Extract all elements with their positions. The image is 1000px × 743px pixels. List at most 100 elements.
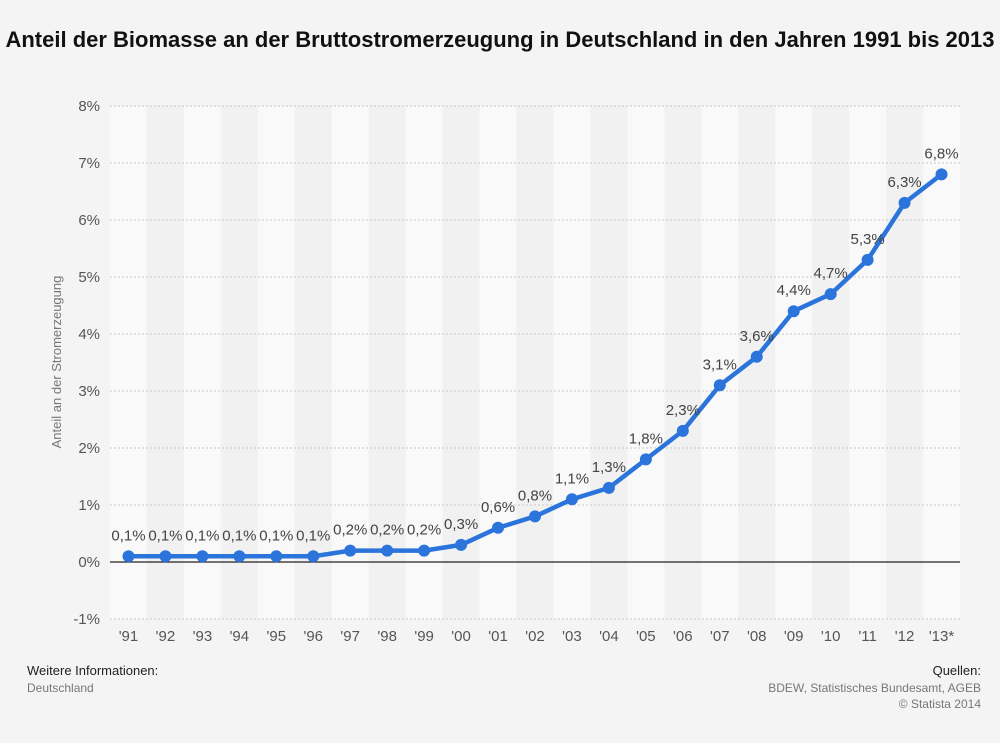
data-point[interactable] (492, 521, 505, 534)
background-band (590, 106, 628, 619)
x-tick-label: '95 (267, 628, 287, 645)
background-band (405, 106, 443, 619)
x-tick-label: '94 (230, 628, 250, 645)
data-point[interactable] (602, 481, 615, 494)
data-label: 0,2% (370, 522, 404, 539)
data-point[interactable] (344, 544, 357, 557)
data-point[interactable] (898, 196, 911, 209)
data-label: 6,3% (887, 174, 921, 191)
y-tick-label: 4% (78, 326, 100, 343)
background-band (257, 106, 295, 619)
sources-text: BDEW, Statistisches Bundesamt, AGEB (768, 681, 981, 695)
data-label: 2,3% (666, 402, 700, 419)
y-tick-label: 3% (78, 383, 100, 400)
data-point[interactable] (122, 550, 135, 563)
background-band (220, 106, 258, 619)
x-tick-label: '00 (451, 628, 471, 645)
data-point[interactable] (233, 550, 246, 563)
data-label: 0,1% (111, 527, 145, 544)
x-tick-label: '97 (340, 628, 360, 645)
x-tick-label: '12 (895, 628, 915, 645)
data-point[interactable] (824, 288, 837, 301)
data-point[interactable] (713, 379, 726, 392)
y-tick-label: 5% (78, 269, 100, 286)
x-tick-label: '05 (636, 628, 656, 645)
x-tick-label: '99 (414, 628, 434, 645)
data-label: 1,1% (555, 470, 589, 487)
data-point[interactable] (935, 168, 948, 181)
data-label: 4,4% (777, 282, 811, 299)
background-band (849, 106, 887, 619)
more-info-heading[interactable]: Weitere Informationen: (27, 663, 159, 678)
background-band (479, 106, 517, 619)
data-point[interactable] (159, 550, 172, 563)
data-point[interactable] (639, 453, 652, 466)
data-point[interactable] (750, 350, 763, 363)
data-label: 1,8% (629, 430, 663, 447)
y-tick-label: 1% (78, 497, 100, 514)
x-tick-label: '93 (193, 628, 213, 645)
data-point[interactable] (787, 305, 800, 318)
background-bands (110, 106, 960, 619)
data-point[interactable] (307, 550, 320, 563)
data-label: 4,7% (814, 265, 848, 282)
background-band (775, 106, 813, 619)
x-tick-label: '10 (821, 628, 841, 645)
y-tick-label: 8% (78, 98, 100, 115)
background-band (923, 106, 960, 619)
data-label: 0,1% (148, 527, 182, 544)
x-tick-label: '04 (599, 628, 619, 645)
data-label: 3,6% (740, 328, 774, 345)
y-tick-label: -1% (73, 611, 100, 628)
sources-heading[interactable]: Quellen: (932, 663, 981, 678)
y-tick-label: 6% (78, 212, 100, 229)
x-tick-label: '96 (303, 628, 323, 645)
data-label: 0,1% (222, 527, 256, 544)
data-point[interactable] (455, 538, 468, 551)
x-tick-label: '08 (747, 628, 767, 645)
data-label: 0,6% (481, 499, 515, 516)
data-label: 0,1% (185, 527, 219, 544)
y-tick-label: 2% (78, 440, 100, 457)
more-info-text: Deutschland (27, 681, 94, 695)
x-tick-label: '91 (119, 628, 139, 645)
x-tick-label: '02 (525, 628, 545, 645)
x-tick-label: '09 (784, 628, 804, 645)
y-axis-label: Anteil an der Stromerzeugung (49, 276, 64, 449)
background-band (146, 106, 184, 619)
background-band (331, 106, 369, 619)
y-tick-label: 7% (78, 155, 100, 172)
data-label: 1,3% (592, 459, 626, 476)
data-point[interactable] (381, 544, 394, 557)
data-point[interactable] (196, 550, 209, 563)
data-point[interactable] (529, 510, 541, 523)
data-point[interactable] (861, 253, 874, 266)
data-label: 0,2% (407, 522, 441, 539)
y-tick-label: 0% (78, 554, 100, 571)
data-label: 3,1% (703, 356, 737, 373)
background-band (368, 106, 406, 619)
background-band (294, 106, 332, 619)
x-tick-label: '06 (673, 628, 693, 645)
y-axis-ticks: -1% 0% 1% 2% 3% 4% 5% 6% 7% 8% (73, 98, 100, 628)
data-point[interactable] (270, 550, 283, 563)
data-point[interactable] (565, 493, 578, 506)
x-tick-label: '01 (488, 628, 508, 645)
data-label: 0,2% (333, 522, 367, 539)
x-tick-label: '98 (377, 628, 397, 645)
data-labels: 0,1% 0,1% 0,1% 0,1% 0,1% 0,1% 0,2% 0,2% 0,2% 0,3%… (111, 145, 958, 544)
data-label: 0,1% (259, 527, 293, 544)
data-point[interactable] (418, 544, 431, 557)
data-label: 0,8% (518, 487, 552, 504)
x-tick-label: '11 (858, 628, 876, 645)
background-band (664, 106, 702, 619)
gridlines (110, 105, 960, 620)
data-point[interactable] (676, 424, 689, 437)
x-axis-ticks: '91 '92 '93 '94 '95 '96 '97 '98 '99 '00 '01 '02 '03 '… (119, 628, 955, 645)
background-band (627, 106, 665, 619)
data-label: 0,1% (296, 527, 330, 544)
data-label: 5,3% (851, 231, 885, 248)
chart-title: Anteil der Biomasse an der Bruttostromer… (5, 27, 995, 52)
data-points (122, 168, 948, 563)
